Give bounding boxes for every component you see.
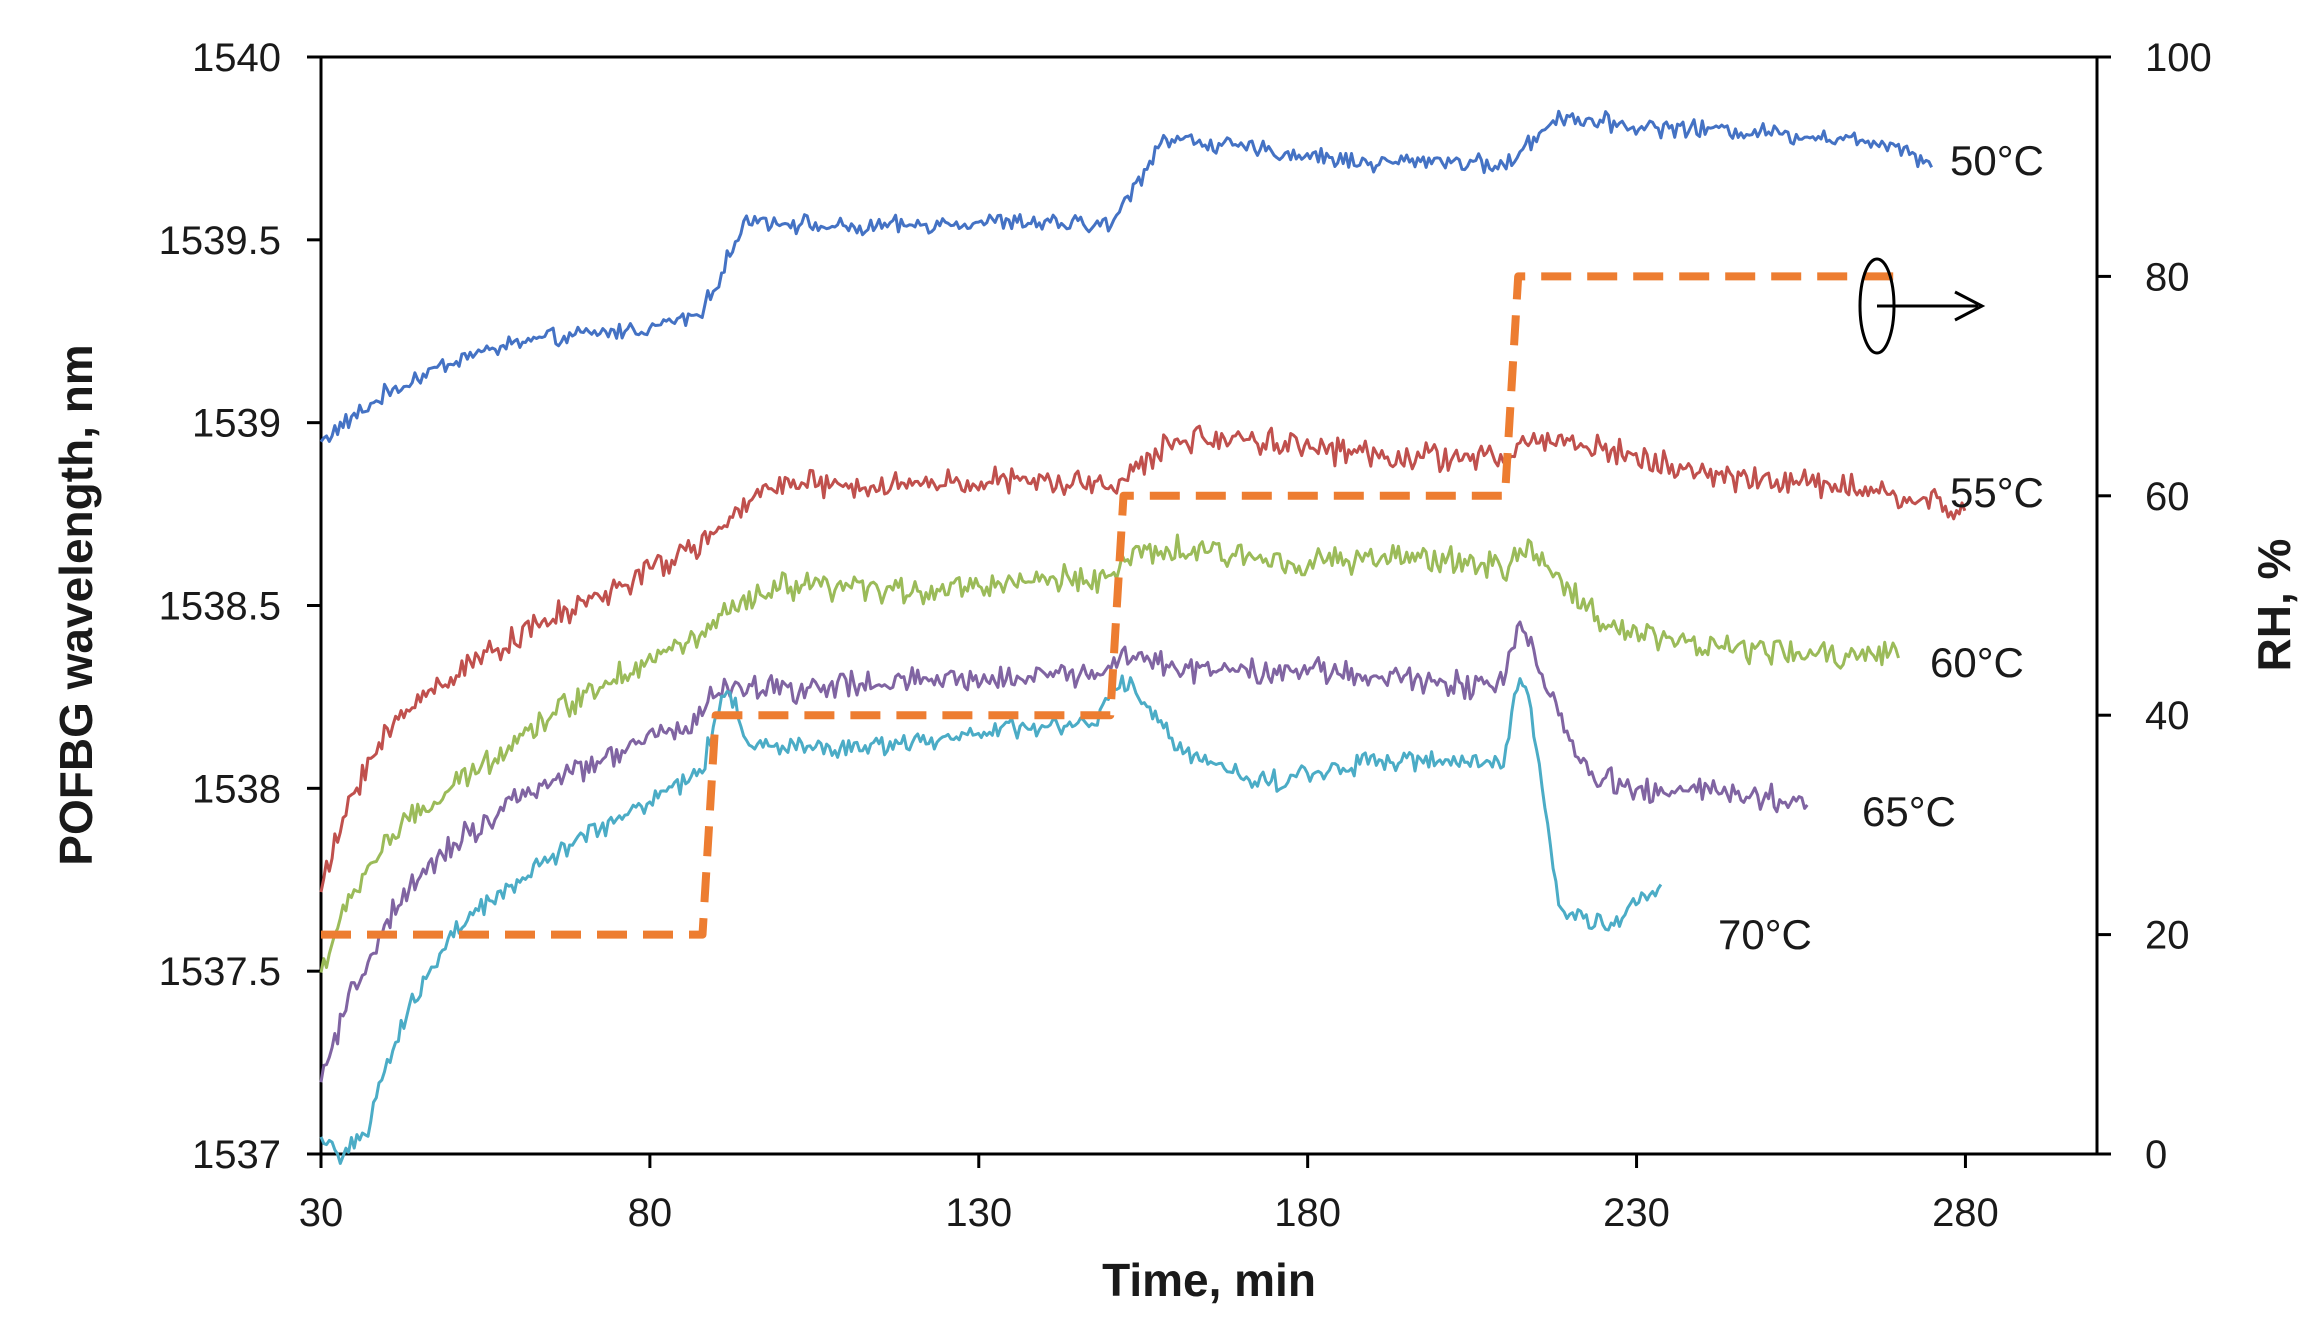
y-tick-label: 1537.5 — [159, 950, 281, 994]
x-tick-label: 30 — [299, 1191, 344, 1235]
rh-step-line — [321, 272, 1900, 939]
rh-indicator-arrow-head — [1954, 290, 1986, 322]
series-label-50c: 50°C — [1950, 137, 2044, 184]
rh-axis-indicator — [1858, 257, 1986, 355]
y-tick-label: 1538.5 — [159, 585, 281, 629]
series-line-70c — [319, 674, 1663, 1165]
y2-axis-title: RH, % — [2248, 539, 2300, 672]
y2-tick-label: 60 — [2145, 475, 2190, 519]
right-axis-ticks: 0 20 40 60 80 100 — [2097, 36, 2212, 1177]
series-line-65c — [319, 620, 1809, 1083]
y2-tick-label: 100 — [2145, 36, 2212, 80]
y2-tick-label: 0 — [2145, 1133, 2167, 1177]
y2-tick-label: 40 — [2145, 694, 2190, 738]
y-tick-label: 1540 — [192, 36, 281, 80]
series-line-55c — [319, 424, 1967, 893]
series-line-50c — [319, 109, 1933, 443]
x-tick-label: 180 — [1274, 1191, 1341, 1235]
series-label-60c: 60°C — [1930, 639, 2024, 686]
rh-series — [321, 272, 1900, 939]
x-tick-label: 230 — [1603, 1191, 1670, 1235]
y-tick-label: 1538 — [192, 767, 281, 811]
x-tick-label: 130 — [945, 1191, 1012, 1235]
y-tick-label: 1539.5 — [159, 219, 281, 263]
x-axis-title: Time, min — [1102, 1254, 1316, 1306]
series-label-65c: 65°C — [1862, 788, 1956, 835]
left-axis-ticks: 1537 1537.5 1538 1538.5 1539 1539.5 1540 — [159, 36, 321, 1177]
series-label-55c: 55°C — [1950, 469, 2044, 516]
y2-tick-label: 20 — [2145, 914, 2190, 958]
series-label-70c: 70°C — [1718, 911, 1812, 958]
y2-tick-label: 80 — [2145, 255, 2190, 299]
y-tick-label: 1539 — [192, 402, 281, 446]
data-series — [319, 109, 1967, 1165]
bottom-axis-ticks: 30 80 130 180 230 280 — [299, 1154, 1999, 1235]
series-line-60c — [319, 533, 1900, 973]
y-axis-title: POFBG wavelength, nm — [50, 344, 102, 865]
y-tick-label: 1537 — [192, 1133, 281, 1177]
x-tick-label: 80 — [628, 1191, 673, 1235]
x-tick-label: 280 — [1932, 1191, 1999, 1235]
